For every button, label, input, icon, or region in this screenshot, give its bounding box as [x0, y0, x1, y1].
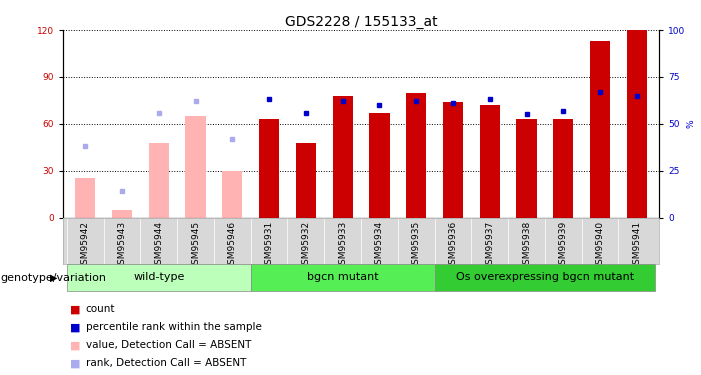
Text: Os overexpressing bgcn mutant: Os overexpressing bgcn mutant: [456, 273, 634, 282]
Text: ■: ■: [70, 340, 81, 350]
Bar: [332, 96, 353, 218]
Bar: [406, 93, 426, 218]
Text: rank, Detection Call = ABSENT: rank, Detection Call = ABSENT: [86, 358, 246, 368]
Text: GSM95942: GSM95942: [81, 221, 90, 270]
Text: GSM95936: GSM95936: [449, 221, 458, 270]
Text: GSM95940: GSM95940: [596, 221, 604, 270]
Bar: [296, 142, 316, 218]
Text: value, Detection Call = ABSENT: value, Detection Call = ABSENT: [86, 340, 251, 350]
Text: GSM95945: GSM95945: [191, 221, 200, 270]
Bar: [435, 264, 655, 291]
Text: wild-type: wild-type: [133, 273, 184, 282]
Bar: [251, 264, 435, 291]
Text: ■: ■: [70, 304, 81, 314]
Text: count: count: [86, 304, 115, 314]
Y-axis label: %: %: [686, 119, 695, 128]
Text: GSM95933: GSM95933: [338, 221, 347, 270]
Bar: [67, 264, 251, 291]
Text: GSM95934: GSM95934: [375, 221, 384, 270]
Bar: [75, 178, 95, 218]
Text: GSM95944: GSM95944: [154, 221, 163, 270]
Bar: [112, 210, 132, 218]
Text: GSM95931: GSM95931: [264, 221, 273, 270]
Bar: [149, 142, 169, 218]
Bar: [259, 119, 279, 218]
Bar: [553, 119, 573, 218]
Bar: [627, 30, 647, 217]
Bar: [590, 41, 610, 218]
Bar: [443, 102, 463, 218]
Text: ▶: ▶: [50, 273, 57, 283]
Text: GSM95946: GSM95946: [228, 221, 237, 270]
Text: GSM95941: GSM95941: [632, 221, 641, 270]
Bar: [185, 116, 205, 218]
Text: GSM95932: GSM95932: [301, 221, 311, 270]
Text: GSM95939: GSM95939: [559, 221, 568, 270]
Text: bgcn mutant: bgcn mutant: [307, 273, 379, 282]
Text: percentile rank within the sample: percentile rank within the sample: [86, 322, 261, 332]
Bar: [222, 171, 243, 217]
Title: GDS2228 / 155133_at: GDS2228 / 155133_at: [285, 15, 437, 29]
Text: GSM95938: GSM95938: [522, 221, 531, 270]
Text: ■: ■: [70, 358, 81, 368]
Text: genotype/variation: genotype/variation: [1, 273, 107, 283]
Bar: [479, 105, 500, 218]
Text: GSM95935: GSM95935: [411, 221, 421, 270]
Text: GSM95937: GSM95937: [485, 221, 494, 270]
Bar: [517, 119, 537, 218]
Text: GSM95943: GSM95943: [118, 221, 126, 270]
Text: ■: ■: [70, 322, 81, 332]
Bar: [369, 113, 390, 218]
